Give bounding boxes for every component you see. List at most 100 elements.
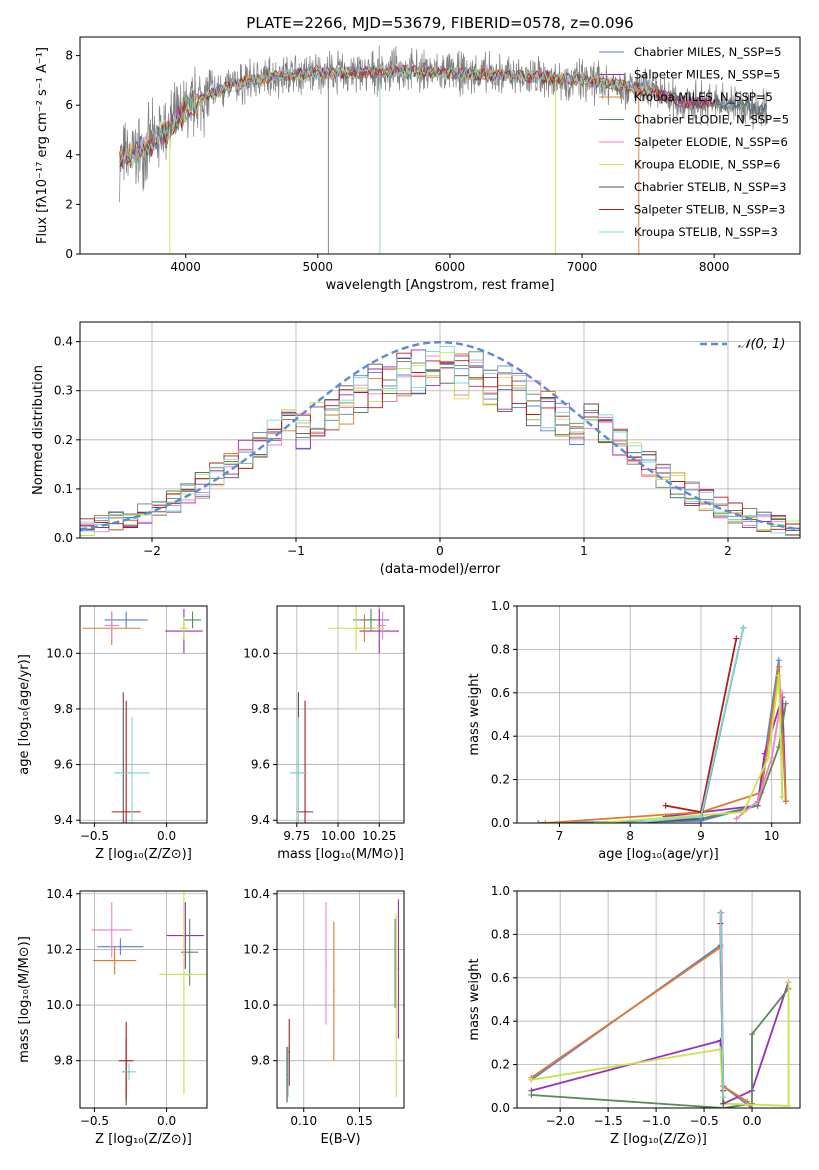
- data-point: [394, 962, 396, 965]
- mass-weight-marker: [775, 657, 782, 664]
- axes-border: [79, 890, 208, 1109]
- panel-spectrum: 4000 5000 6000 7000 8000 0 2 4 6 8 wavelength [Ang…: [35, 36, 801, 293]
- x-tick-label: −0.5: [80, 1114, 109, 1128]
- mass-weight-marker: [744, 1098, 751, 1105]
- chart-root: 4000 5000 6000 7000 8000 0 2 4 6 8 wavelength [Ang…: [17, 36, 801, 1147]
- x-tick-label: 8: [626, 829, 634, 843]
- mass-weight-marker: [782, 700, 789, 707]
- axes-frame: 9.75 10.00 10.25 9.4 9.6 9.8 10.0 mass [log₁₀(M…: [243, 605, 405, 862]
- panel-residuals: −2 −1 0 1 2 0.0 0.1 0.2 0.3 0.4 (data-model)/error…: [31, 321, 801, 577]
- axes-frame: 7 8 9 10 0.0 0.2 0.4 0.6 0.8 1.0 age [log₁₀(age/yr…: [467, 599, 801, 862]
- axes-border: [276, 605, 405, 824]
- axes-frame: −0.5 0.0 9.4 9.6 9.8 10.0 Z [log₁₀(Z/Z⊙)] age […: [17, 605, 208, 862]
- x-tick-label: 9.75: [283, 829, 310, 843]
- legend-entry: Chabrier ELODIE, N_SSP=5: [634, 113, 789, 127]
- panel-weight_vs_Z: −2.0 −1.5 −1.0 −0.5 0.0 0.0 0.2 0.4 0.6 0.8 1.0 Z […: [467, 884, 801, 1147]
- x-axis-label: Z [log₁₀(Z/Z⊙)]: [610, 1132, 707, 1147]
- x-tick-label: 0.15: [346, 1114, 373, 1128]
- axes-border: [79, 605, 208, 824]
- y-tick-label: 10.0: [46, 646, 73, 660]
- axes-frame: 4000 5000 6000 7000 8000 0 2 4 6 8 wavelength [Ang…: [35, 36, 801, 293]
- data-point: [128, 1071, 130, 1073]
- y-tick-label: 0.2: [54, 433, 73, 447]
- data-point: [325, 962, 327, 965]
- y-tick-label: 6: [65, 98, 73, 112]
- data-point: [288, 1051, 291, 1054]
- data-point: [378, 630, 381, 632]
- legend-entry: 𝒩(0, 1): [738, 337, 785, 352]
- data-point: [287, 1071, 289, 1073]
- y-tick-label: 8: [65, 49, 73, 63]
- plot-area: [290, 606, 400, 823]
- axes-frame: −2.0 −1.5 −1.0 −0.5 0.0 0.0 0.2 0.4 0.6 0.8 1.0 Z […: [467, 884, 801, 1147]
- mass-weight-line: [700, 703, 787, 820]
- data-point: [297, 772, 300, 774]
- x-tick-label: −1.0: [642, 1114, 671, 1128]
- y-tick-label: 9.6: [54, 758, 73, 772]
- legend-entry: Kroupa MILES, N_SSP=5: [634, 90, 773, 104]
- x-tick-label: 7000: [567, 260, 598, 274]
- y-tick-label: 0.0: [491, 1101, 510, 1115]
- mass-weight-marker: [754, 798, 761, 805]
- mass-weight-marker: [733, 635, 740, 642]
- data-point: [286, 1073, 288, 1076]
- y-tick-label: 0.8: [491, 927, 510, 941]
- data-point: [381, 624, 384, 627]
- mass-weight-marker: [733, 815, 740, 822]
- x-tick-label: 0.0: [157, 829, 176, 843]
- plot-area: [82, 608, 203, 823]
- legend: Chabrier MILES, N_SSP=5 Salpeter MILES, N…: [599, 45, 789, 239]
- panel-weight_vs_age: 7 8 9 10 0.0 0.2 0.4 0.6 0.8 1.0 age [log₁₀(age/yr…: [467, 599, 801, 862]
- y-tick-label: 0.6: [491, 971, 510, 985]
- mass-weight-marker: [740, 624, 747, 631]
- data-point: [184, 934, 187, 937]
- y-tick-label: 9.4: [54, 813, 73, 827]
- x-tick-label: 10.25: [362, 829, 396, 843]
- legend-entry: Chabrier MILES, N_SSP=5: [634, 45, 781, 59]
- axes-border: [516, 890, 801, 1109]
- y-tick-label: 10.4: [46, 887, 73, 901]
- y-tick-label: 0.3: [54, 384, 73, 398]
- axes-border: [276, 890, 405, 1109]
- x-tick-label: −0.5: [80, 829, 109, 843]
- mass-weight-marker: [528, 1091, 535, 1098]
- residual-histogram-step: [80, 363, 800, 531]
- y-tick-label: 1.0: [491, 884, 510, 898]
- y-tick-label: 10.0: [243, 646, 270, 660]
- x-axis-label: Z [log₁₀(Z/Z⊙)]: [95, 1132, 192, 1147]
- x-axis-label: Z [log₁₀(Z/Z⊙)]: [95, 847, 192, 862]
- x-tick-label: 0.0: [157, 1114, 176, 1128]
- data-point: [370, 619, 372, 621]
- data-point: [113, 959, 116, 962]
- axes-frame: −2 −1 0 1 2 0.0 0.1 0.2 0.3 0.4 (data-model)/error…: [31, 321, 801, 577]
- mass-weight-marker: [662, 802, 669, 809]
- plot-area: [91, 891, 207, 1106]
- data-point: [188, 951, 191, 954]
- y-tick-label: 9.8: [251, 702, 270, 716]
- x-tick-label: 0.10: [290, 1114, 317, 1128]
- y-tick-label: 0.2: [491, 773, 510, 787]
- plot-area: [286, 899, 400, 1103]
- mass-weight-marker: [785, 979, 792, 986]
- mass-weight-marker: [779, 689, 786, 696]
- x-tick-label: 2: [724, 544, 732, 558]
- legend-entry: Kroupa ELODIE, N_SSP=6: [634, 158, 780, 172]
- y-tick-label: 0.4: [54, 335, 73, 349]
- data-point: [191, 619, 194, 621]
- y-axis-label: mass [log₁₀(M/M⊙)]: [17, 936, 32, 1063]
- gaussian-reference-curve: [80, 340, 800, 531]
- legend-entry: Chabrier STELIB, N_SSP=3: [634, 180, 786, 194]
- y-tick-label: 9.4: [251, 813, 270, 827]
- data-point: [110, 929, 113, 931]
- mass-weight-marker: [720, 1094, 727, 1101]
- legend-entry: Salpeter MILES, N_SSP=5: [634, 68, 780, 82]
- panel-age_vs_mass: 9.75 10.00 10.25 9.4 9.6 9.8 10.0 mass [log₁₀(M…: [243, 605, 405, 862]
- y-axis-label: mass weight: [467, 958, 482, 1040]
- y-tick-label: 0.4: [491, 729, 510, 743]
- y-tick-label: 10.4: [243, 887, 270, 901]
- panel-mass_vs_ebv: 0.10 0.15 9.8 10.0 10.2 10.4 E(B-V): [243, 887, 405, 1147]
- plot-area: [528, 909, 792, 1108]
- axes-border: [79, 36, 801, 255]
- mass-weight-marker: [779, 793, 786, 800]
- y-tick-label: 0.0: [54, 531, 73, 545]
